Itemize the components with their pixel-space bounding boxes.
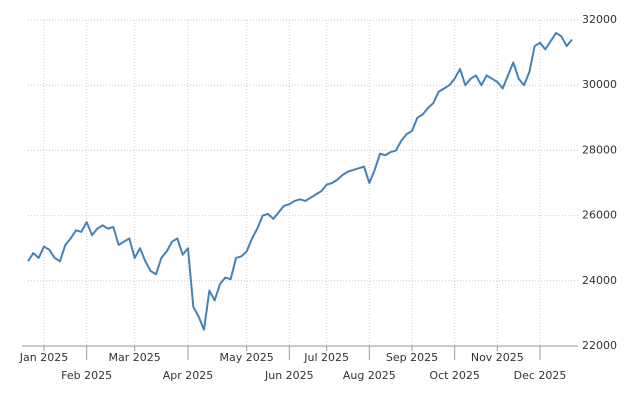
y-tick-label: 26000 [582,209,617,222]
y-tick-label: 30000 [582,78,617,91]
x-tick-label: Jul 2025 [303,351,349,364]
x-tick-label: Nov 2025 [471,351,524,364]
x-tick-label: Jan 2025 [19,351,68,364]
x-tick-label: Apr 2025 [163,369,214,382]
y-tick-label: 32000 [582,13,617,26]
y-tick-label: 24000 [582,274,617,287]
y-tick-label: 28000 [582,143,617,156]
x-tick-label: Mar 2025 [109,351,161,364]
line [27,32,573,331]
x-tick-label: Oct 2025 [429,369,480,382]
x-tick-label: Jun 2025 [264,369,314,382]
y-tick-label: 22000 [582,339,617,352]
x-tick-label: Aug 2025 [343,369,396,382]
x-tick-label: May 2025 [220,351,274,364]
x-tick-label: Sep 2025 [386,351,438,364]
x-tick-label: Dec 2025 [514,369,567,382]
x-tick-label: Feb 2025 [61,369,112,382]
